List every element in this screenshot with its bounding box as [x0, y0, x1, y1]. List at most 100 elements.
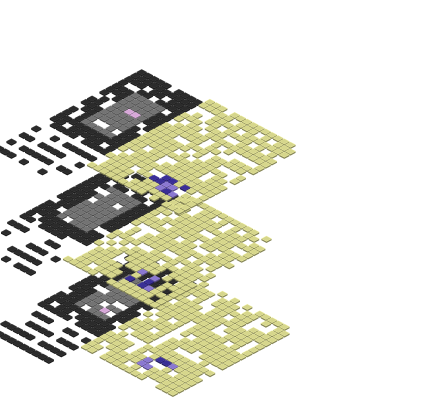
layer-3-tile-yellow [179, 330, 191, 338]
layer-2-tile-yellow [205, 245, 217, 253]
layer-1-tile-yellow [191, 151, 203, 159]
layer-3-tile-dark [30, 350, 42, 358]
layer-1-tile-yellow [229, 178, 241, 186]
layer-1-tile-yellow [117, 145, 129, 153]
layer-1-tile-yellow [173, 115, 185, 123]
layer-1-tile-yellow [235, 168, 247, 176]
layer-1-tile-yellow [148, 194, 160, 202]
layer-2-tile-yellow [105, 239, 117, 247]
layer-3-tile-dark [43, 343, 55, 351]
layer-3-tile-dark [68, 330, 80, 338]
layer-1-tile-dark [18, 158, 30, 166]
layer-1-tile-dark [92, 145, 104, 153]
layer-3-tile-yellow [260, 320, 272, 328]
layer-3-tile-gray [86, 300, 98, 308]
layer-2-tile-yellow [161, 295, 173, 303]
layer-3-tile-dark [55, 310, 67, 318]
layer-1-tile-dark [30, 125, 42, 133]
layer-2-tile-yellow [149, 301, 161, 310]
layer-2-tile-yellow [149, 255, 161, 263]
layer-3-tile-dark [68, 343, 80, 351]
layer-2-tile-dark [43, 239, 55, 247]
layer-3-tile-yellow [198, 353, 210, 361]
layer-1-tile-yellow [278, 151, 290, 159]
layer-1-tile-yellow [222, 148, 234, 156]
layer-2-tile-yellow [130, 239, 142, 247]
layer-2-tile-dark [0, 255, 12, 263]
layer-1-tile-dark [98, 88, 110, 97]
layer-2-tile-yellow [205, 265, 217, 273]
layer-2-tile-dark [25, 268, 37, 277]
layer-1-tile-dark [61, 168, 73, 176]
layer-2-tile-yellow [130, 219, 142, 227]
layer-1-tile-dark [24, 135, 36, 143]
layer-3-tile-dark [24, 333, 36, 341]
layer-3-tile-dark [43, 356, 55, 365]
layer-1-tile-dark [5, 138, 17, 146]
layer-1-tile-dark [154, 92, 166, 100]
layer-1-tile-yellow [117, 178, 129, 186]
layer-1-tile-yellow [185, 115, 197, 123]
layer-3-tile-yellow [204, 369, 216, 378]
layer-2-tile-dark [112, 222, 124, 230]
layer-1-tile-dark [36, 168, 48, 176]
layer-2-tile-yellow [93, 265, 105, 273]
layer-2-tile-yellow [260, 235, 272, 244]
layer-3-tile-yellow [216, 363, 228, 371]
layer-1-tile-dark [67, 131, 79, 140]
layer-3-tile-yellow [142, 336, 154, 345]
layer-3-tile-yellow [167, 389, 179, 398]
layer-1-tile-yellow [210, 148, 222, 156]
layer-3-tile-yellow [179, 383, 191, 391]
layer-3-tile-dark [61, 313, 73, 322]
layer-2-tile-yellow [198, 275, 210, 283]
layer-3-tile-yellow [185, 346, 197, 355]
layer-2-tile-yellow [105, 272, 117, 280]
layer-2-tile-gray [105, 206, 117, 214]
layer-3-tile-dark [43, 303, 55, 312]
layer-3-tile-yellow [241, 303, 253, 312]
layer-3-tile-yellow [136, 333, 148, 341]
layer-2-tile-dark [37, 248, 49, 257]
layer-3-tile-yellow [142, 310, 154, 318]
layer-1-tile-dark [136, 82, 148, 90]
layer-2-tile-yellow [87, 268, 99, 277]
layer-2-tile-yellow [161, 209, 173, 217]
layer-1-tile-yellow [179, 145, 191, 153]
layer-1-tile-yellow [173, 207, 185, 216]
layer-1-tile-dark [49, 135, 61, 143]
layer-2-tile-dark [31, 258, 43, 267]
layer-2-tile-dark [81, 239, 93, 247]
layer-3-tile-yellow [117, 323, 129, 332]
layer-3-tile-yellow [179, 310, 191, 318]
layer-2-tile-dark [0, 229, 12, 237]
layer-2-tile-yellow [161, 281, 173, 290]
layer-1-tile-yellow [247, 168, 259, 176]
layer-1-tile-dark [86, 154, 98, 163]
layer-1-tile-dark [43, 158, 55, 166]
layer-3-tile-dark [86, 327, 98, 335]
layer-2-tile-dark [19, 265, 31, 273]
layer-1-tile-dark [5, 151, 17, 159]
layer-1-tile-yellow [98, 161, 110, 169]
layer-2-tile-yellow [211, 262, 223, 270]
layer-2-tile-yellow [236, 255, 248, 263]
layer-1-tile-dark [142, 118, 154, 126]
layer-3-tile-dark [117, 317, 129, 325]
layer-2-tile-yellow [105, 232, 117, 240]
layer-3-tile-yellow [198, 360, 210, 368]
layer-2-tile-dark [50, 255, 62, 263]
layer-1-tile-yellow [185, 128, 197, 136]
layer-2-tile-dark [25, 215, 37, 224]
layer-2-tile-dark [56, 232, 68, 240]
layer-3-tile-dark [43, 317, 55, 325]
layer-1-tile-yellow [160, 194, 172, 202]
layer-2-tile-dark [19, 225, 31, 234]
layer-2-tile-dark [50, 242, 62, 250]
layer-1-tile-dark [55, 151, 67, 159]
layer-3-tile-yellow [86, 346, 98, 355]
layer-3-tile-yellow [216, 290, 228, 299]
layer-2-tile-yellow [248, 235, 260, 244]
layer-2-tile-yellow [93, 239, 105, 247]
